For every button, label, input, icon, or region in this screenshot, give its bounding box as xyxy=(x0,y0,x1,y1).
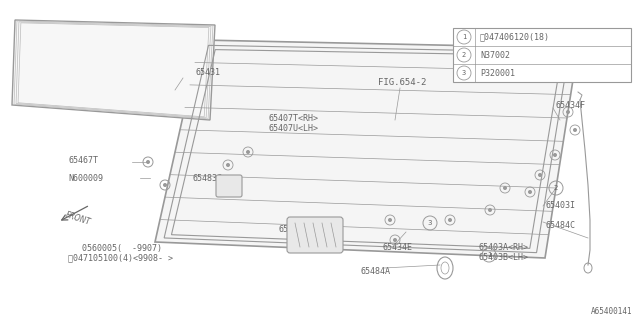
Text: 0560005(  -9907): 0560005( -9907) xyxy=(82,244,162,252)
FancyBboxPatch shape xyxy=(216,175,242,197)
Text: 65403A<RH>: 65403A<RH> xyxy=(478,244,528,252)
Polygon shape xyxy=(12,20,215,120)
FancyBboxPatch shape xyxy=(453,28,631,82)
Text: FRONT: FRONT xyxy=(64,210,92,227)
Text: 65407U<LH>: 65407U<LH> xyxy=(268,124,318,132)
Circle shape xyxy=(528,190,532,194)
Circle shape xyxy=(246,150,250,154)
Text: 65484C: 65484C xyxy=(545,220,575,229)
Text: P320001: P320001 xyxy=(480,68,515,77)
Text: 65403B<LH>: 65403B<LH> xyxy=(478,253,528,262)
Text: N600009: N600009 xyxy=(68,173,103,182)
Circle shape xyxy=(538,173,542,177)
Text: FIG.654-2: FIG.654-2 xyxy=(378,77,426,86)
Text: 2: 2 xyxy=(462,52,466,58)
Text: 65484A: 65484A xyxy=(360,268,390,276)
Text: 65403I: 65403I xyxy=(545,201,575,210)
Text: Ⓢ047406120(18): Ⓢ047406120(18) xyxy=(480,33,550,42)
Text: 3: 3 xyxy=(428,220,432,226)
Text: 65407T<RH>: 65407T<RH> xyxy=(268,114,318,123)
Text: 65431: 65431 xyxy=(195,68,220,76)
Circle shape xyxy=(566,110,570,114)
Circle shape xyxy=(393,238,397,242)
Text: 65467T: 65467T xyxy=(68,156,98,164)
Text: 1: 1 xyxy=(487,252,492,258)
Text: 2: 2 xyxy=(554,185,558,191)
Circle shape xyxy=(388,218,392,222)
Text: A65400141: A65400141 xyxy=(590,307,632,316)
Circle shape xyxy=(226,163,230,167)
Polygon shape xyxy=(155,40,578,258)
Circle shape xyxy=(553,153,557,157)
Circle shape xyxy=(503,186,507,190)
FancyBboxPatch shape xyxy=(287,217,343,253)
Text: 65434E: 65434E xyxy=(382,244,412,252)
Circle shape xyxy=(146,160,150,164)
Text: 3: 3 xyxy=(462,70,466,76)
Text: 65403H: 65403H xyxy=(278,226,308,235)
Text: 1: 1 xyxy=(462,34,466,40)
Circle shape xyxy=(163,183,167,187)
Circle shape xyxy=(488,208,492,212)
Text: N37002: N37002 xyxy=(480,51,510,60)
Text: 65483G: 65483G xyxy=(192,173,222,182)
Text: Ⓢ047105100(4)<9908- >: Ⓢ047105100(4)<9908- > xyxy=(68,253,173,262)
Text: 65434F: 65434F xyxy=(555,100,585,109)
Circle shape xyxy=(573,128,577,132)
Circle shape xyxy=(448,218,452,222)
